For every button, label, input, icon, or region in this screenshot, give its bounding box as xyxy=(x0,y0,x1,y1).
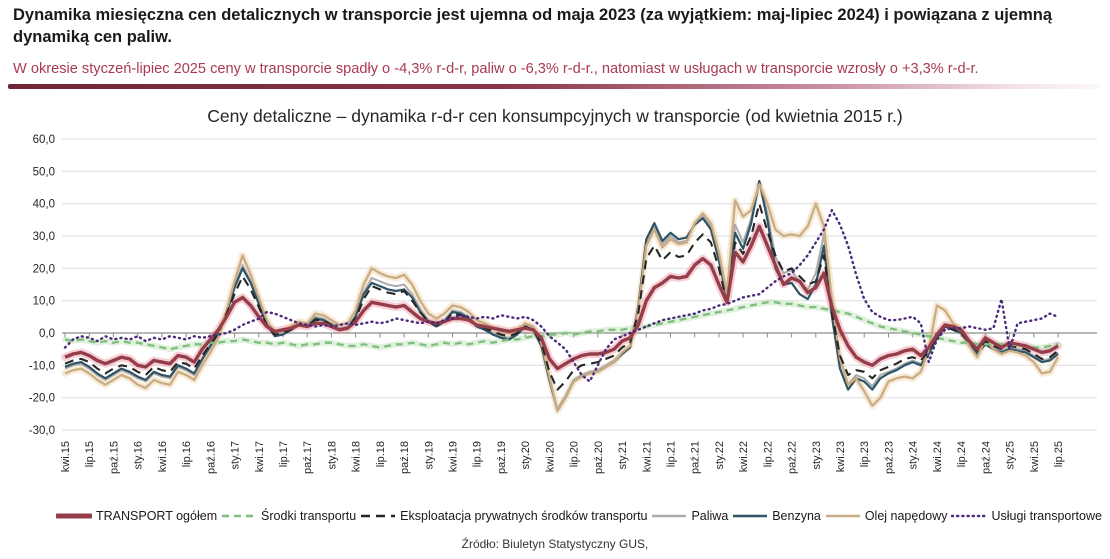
x-tick-label: lip.15 xyxy=(84,441,96,467)
headline-text: Dynamika miesięczna cen detalicznych w t… xyxy=(13,6,1052,46)
x-tick-label: kwi.16 xyxy=(157,441,169,472)
legend-marker-6 xyxy=(825,514,860,518)
x-tick-label: lip.19 xyxy=(472,441,484,467)
x-tick-label: lip.17 xyxy=(278,441,290,467)
x-tick-label: kwi.19 xyxy=(448,441,460,472)
x-tick-label: paź.22 xyxy=(787,441,799,474)
x-tick-label: kwi.22 xyxy=(738,441,750,472)
y-tick-label: 60,0 xyxy=(33,134,55,146)
chart-legend: TRANSPORT ogółem Środki transportu Eksploa… xyxy=(56,504,1102,528)
series-Olej napędowy xyxy=(64,183,1060,412)
x-tick-label: paź.16 xyxy=(205,441,217,474)
x-tick-label: sty.17 xyxy=(230,441,242,470)
x-tick-label: paź.19 xyxy=(496,441,508,474)
legend-label: Środki transportu xyxy=(261,509,357,523)
legend-item-6: Olej napędowy xyxy=(825,509,948,523)
x-tick-label: lip.24 xyxy=(956,441,968,467)
y-tick-label: 30,0 xyxy=(33,231,55,243)
y-tick-label: 10,0 xyxy=(33,296,55,308)
legend-label: Olej napędowy xyxy=(864,509,948,523)
legend-item-2: Środki transportu xyxy=(221,509,356,523)
legend-item-3: Eksploatacja prywatnych środków transpor… xyxy=(360,509,648,523)
x-tick-label: paź.23 xyxy=(884,441,896,474)
x-tick-label: lip.20 xyxy=(569,441,581,467)
y-tick-label: 0,0 xyxy=(39,328,55,340)
x-tick-label: kwi.15 xyxy=(60,441,72,472)
series-TRANSPORT ogółem xyxy=(64,224,1059,371)
chart-title: Ceny detaliczne – dynamika r-d-r cen kon… xyxy=(207,106,903,126)
x-tick-label: kwi.21 xyxy=(641,441,653,472)
legend-label: Eksploatacja prywatnych środków transpor… xyxy=(400,509,648,523)
x-tick-label: paź.24 xyxy=(980,441,992,474)
x-tick-label: sty.25 xyxy=(1005,441,1017,470)
x-tick-label: kwi.17 xyxy=(254,441,266,472)
y-tick-label: 20,0 xyxy=(33,263,55,275)
x-tick-label: paź.15 xyxy=(108,441,120,474)
x-tick-label: lip.23 xyxy=(859,441,871,467)
x-tick-label: paź.20 xyxy=(593,441,605,474)
legend-marker-3 xyxy=(361,514,396,518)
x-tick-label: sty.18 xyxy=(326,441,338,470)
legend-label: Benzyna xyxy=(772,509,821,523)
legend-item-1: TRANSPORT ogółem xyxy=(56,509,217,523)
y-tick-label: -20,0 xyxy=(29,393,55,405)
x-tick-label: paź.18 xyxy=(399,441,411,474)
x-tick-label: lip.22 xyxy=(762,441,774,467)
gridlines xyxy=(62,138,1097,431)
legend-item-7: Usługi transportowe xyxy=(951,509,1102,523)
series-Eksploatacja prywatnych środków transportu xyxy=(64,202,1059,391)
x-tick-label: lip.16 xyxy=(181,441,193,467)
legend-label: Usługi transportowe xyxy=(991,509,1102,523)
line-chart: 60,0 50,0 40,0 30,0 20,0 10,0 0,0 -10,0 -20,0 -30… xyxy=(29,134,1097,474)
legend-label: Paliwa xyxy=(691,509,729,523)
y-tick-label: -10,0 xyxy=(29,360,55,372)
legend-marker-2 xyxy=(222,514,257,518)
x-tick-label: sty.23 xyxy=(811,441,823,470)
x-tick-label: kwi.20 xyxy=(544,441,556,472)
legend-label: TRANSPORT ogółem xyxy=(96,509,218,523)
x-tick-label: kwi.24 xyxy=(932,441,944,472)
x-tick-label: sty.16 xyxy=(133,441,145,470)
legend-marker-5 xyxy=(733,514,768,518)
x-axis-labels: kwi.15 lip.15 paź.15 sty.16 kwi.16 lip.16 paź.… xyxy=(60,441,1065,474)
legend-marker-4 xyxy=(652,514,687,518)
x-tick-label: lip.25 xyxy=(1053,441,1065,467)
x-tick-label: kwi.23 xyxy=(835,441,847,472)
x-tick-label: sty.20 xyxy=(520,441,532,470)
subheadline-text: W okresie styczeń-lipiec 2025 ceny w tra… xyxy=(13,61,979,77)
legend-item-4: Paliwa xyxy=(651,509,728,523)
gradient-divider xyxy=(8,84,1102,89)
legend-marker-1 xyxy=(56,513,92,519)
y-axis-labels: 60,0 50,0 40,0 30,0 20,0 10,0 0,0 -10,0 -20,0 -30… xyxy=(29,134,55,437)
x-tick-label: lip.18 xyxy=(375,441,387,467)
legend-item-5: Benzyna xyxy=(732,509,821,523)
y-tick-label: 50,0 xyxy=(33,166,55,178)
series-Środki transportu xyxy=(64,301,1059,351)
x-tick-label: paź.17 xyxy=(302,441,314,474)
x-tick-label: sty.19 xyxy=(423,441,435,470)
x-tick-label: lip.21 xyxy=(666,441,678,467)
series-lines xyxy=(63,179,1060,412)
x-tick-label: kwi.25 xyxy=(1029,441,1041,472)
series-Usługi transportowe xyxy=(63,208,1060,383)
x-tick-label: sty.21 xyxy=(617,441,629,470)
y-tick-label: 40,0 xyxy=(33,199,55,211)
x-tick-label: paź.21 xyxy=(690,441,702,474)
x-tick-label: kwi.18 xyxy=(351,441,363,472)
x-tick-label: sty.22 xyxy=(714,441,726,470)
source-note: Źródło: Biuletyn Statystyczny GUS, xyxy=(461,537,649,551)
legend-marker-7 xyxy=(951,514,988,518)
x-tick-label: sty.24 xyxy=(908,441,920,470)
y-tick-label: -30,0 xyxy=(29,425,55,437)
